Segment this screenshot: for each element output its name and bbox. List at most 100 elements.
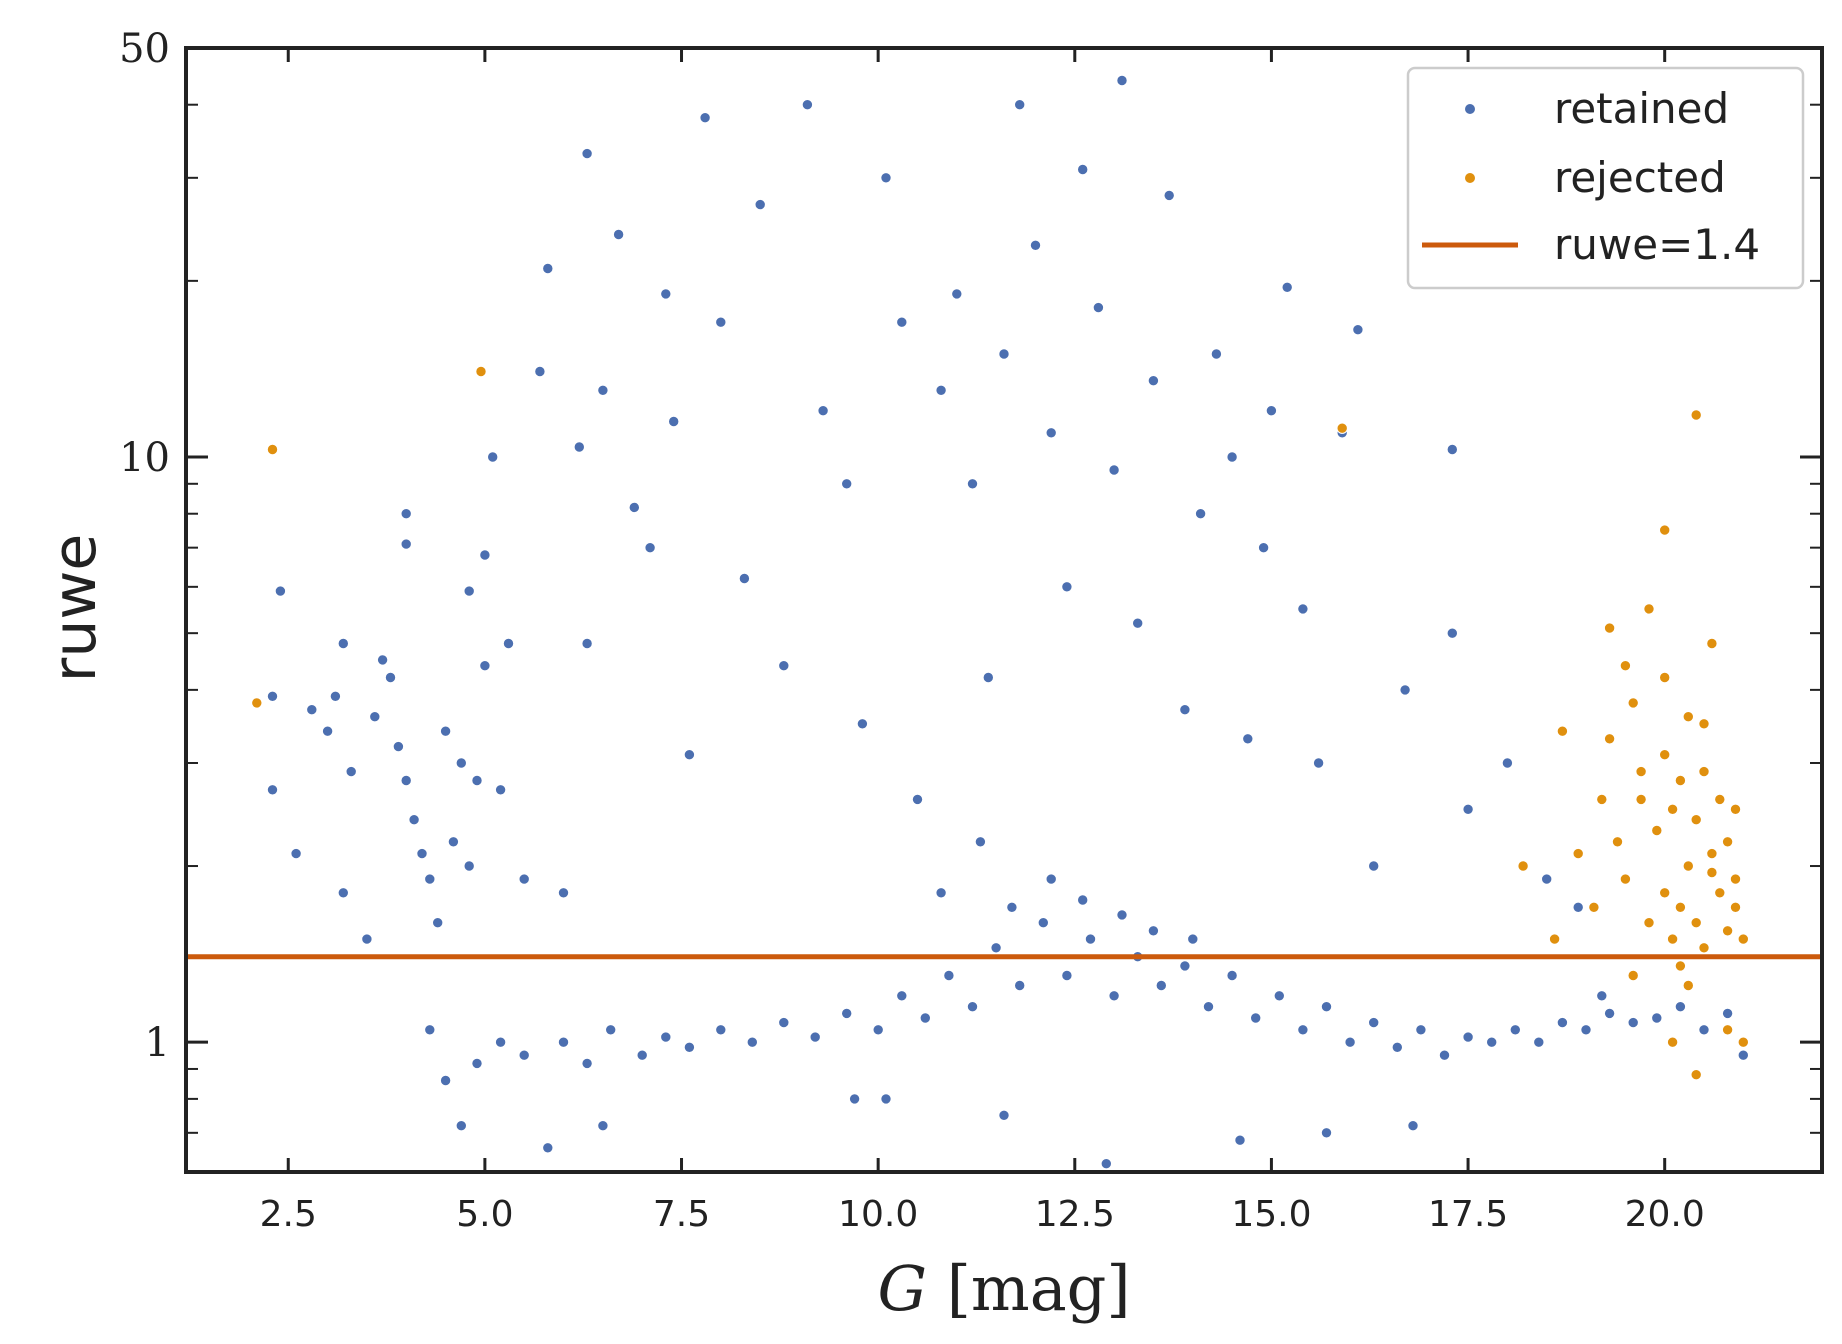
rejected-point <box>1659 749 1671 761</box>
retained-point <box>699 112 711 124</box>
retained-point <box>573 441 585 453</box>
retained-point <box>612 228 625 241</box>
retained-point <box>487 451 499 463</box>
rejected-point <box>1643 603 1655 615</box>
retained-point <box>1297 603 1309 615</box>
retained-point <box>1391 1041 1404 1054</box>
retained-point <box>1202 1001 1215 1013</box>
retained-point <box>1438 1049 1451 1061</box>
retained-point <box>479 660 491 672</box>
retained-point <box>1132 617 1144 629</box>
retained-point <box>1533 1036 1545 1048</box>
retained-point <box>746 1036 758 1048</box>
retained-point <box>376 654 389 666</box>
rejected-point <box>1336 422 1348 434</box>
retained-point <box>1092 301 1105 314</box>
retained-point <box>1014 99 1026 111</box>
retained-point <box>408 814 420 826</box>
retained-point <box>778 660 790 672</box>
retained-point <box>597 1120 609 1132</box>
retained-point <box>1163 189 1175 202</box>
retained-point <box>738 572 751 585</box>
rejected-point <box>1690 814 1702 826</box>
retained-point <box>1320 1127 1333 1139</box>
retained-point <box>919 1012 931 1024</box>
retained-point <box>628 501 640 514</box>
retained-point <box>384 671 397 684</box>
x-axis-title: G [mag] <box>877 1252 1130 1325</box>
rejected-point <box>1627 969 1639 982</box>
rejected-point <box>1674 774 1687 787</box>
retained-point <box>1651 1012 1663 1024</box>
retained-point <box>518 1049 530 1061</box>
retained-point <box>455 1120 467 1132</box>
retained-point <box>1446 443 1459 456</box>
x-tick-label: 12.5 <box>1035 1194 1115 1235</box>
legend-label-threshold: ruwe=1.4 <box>1554 220 1760 269</box>
rejected-point <box>1706 637 1718 650</box>
rejected-point <box>1737 1036 1750 1048</box>
rejected-point <box>1603 622 1616 634</box>
retained-point <box>715 316 727 328</box>
retained-point <box>455 757 467 769</box>
rejected-point <box>1714 793 1726 806</box>
retained-point <box>1061 581 1073 593</box>
legend-marker-rejected <box>1465 173 1475 183</box>
rejected-point <box>1690 409 1702 421</box>
retained-point <box>266 690 279 702</box>
retained-point <box>581 637 593 650</box>
rejected-point <box>1659 524 1671 536</box>
retained-point <box>841 1007 853 1020</box>
rejected-point <box>251 697 263 709</box>
retained-point <box>935 887 947 899</box>
rejected-point <box>1603 733 1616 745</box>
retained-point <box>447 836 460 848</box>
retained-point <box>321 725 334 737</box>
rejected-point <box>1682 711 1695 723</box>
retained-point <box>1257 542 1270 554</box>
rejected-point <box>1596 793 1608 806</box>
retained-point <box>1603 1007 1616 1020</box>
retained-point <box>1108 464 1120 476</box>
retained-point <box>1187 933 1199 945</box>
rejected-point <box>1682 860 1695 872</box>
retained-point <box>557 887 570 899</box>
rejected-point <box>1706 866 1718 879</box>
retained-point <box>1462 1031 1474 1043</box>
retained-point <box>581 1057 593 1070</box>
retained-point <box>1273 990 1286 1002</box>
retained-point <box>479 549 491 561</box>
y-tick-label: 50 <box>119 26 170 72</box>
ticks-layer <box>186 46 1822 1173</box>
retained-point <box>943 969 955 982</box>
rejected-point <box>1651 824 1663 837</box>
y-tick-labels: 1 10 50 <box>119 26 170 1066</box>
retained-point <box>290 847 302 860</box>
retained-point <box>534 365 546 378</box>
retained-point <box>1077 163 1089 176</box>
retained-point <box>1368 1016 1380 1029</box>
rejected-point <box>1643 917 1655 929</box>
retained-point <box>266 784 279 796</box>
retained-point <box>502 637 515 650</box>
retained-point <box>1108 990 1120 1002</box>
retained-point <box>432 917 444 929</box>
rejected-point <box>1659 671 1671 684</box>
retained-point <box>1721 1007 1734 1020</box>
retained-point <box>974 836 987 848</box>
rejected-point <box>1635 765 1647 778</box>
retained-point <box>848 1093 861 1105</box>
retained-point <box>471 1057 483 1070</box>
rejected-point <box>1635 793 1647 806</box>
retained-point <box>1077 894 1089 906</box>
plot-frame <box>184 46 1824 1174</box>
retained-point <box>880 172 892 184</box>
series-retained <box>266 74 1750 1170</box>
retained-point <box>1045 427 1057 439</box>
x-tick-label: 2.5 <box>260 1194 317 1235</box>
x-tick-label: 10.0 <box>838 1194 918 1235</box>
retained-point <box>1572 901 1584 913</box>
retained-point <box>683 1041 696 1054</box>
retained-point <box>1312 757 1325 769</box>
